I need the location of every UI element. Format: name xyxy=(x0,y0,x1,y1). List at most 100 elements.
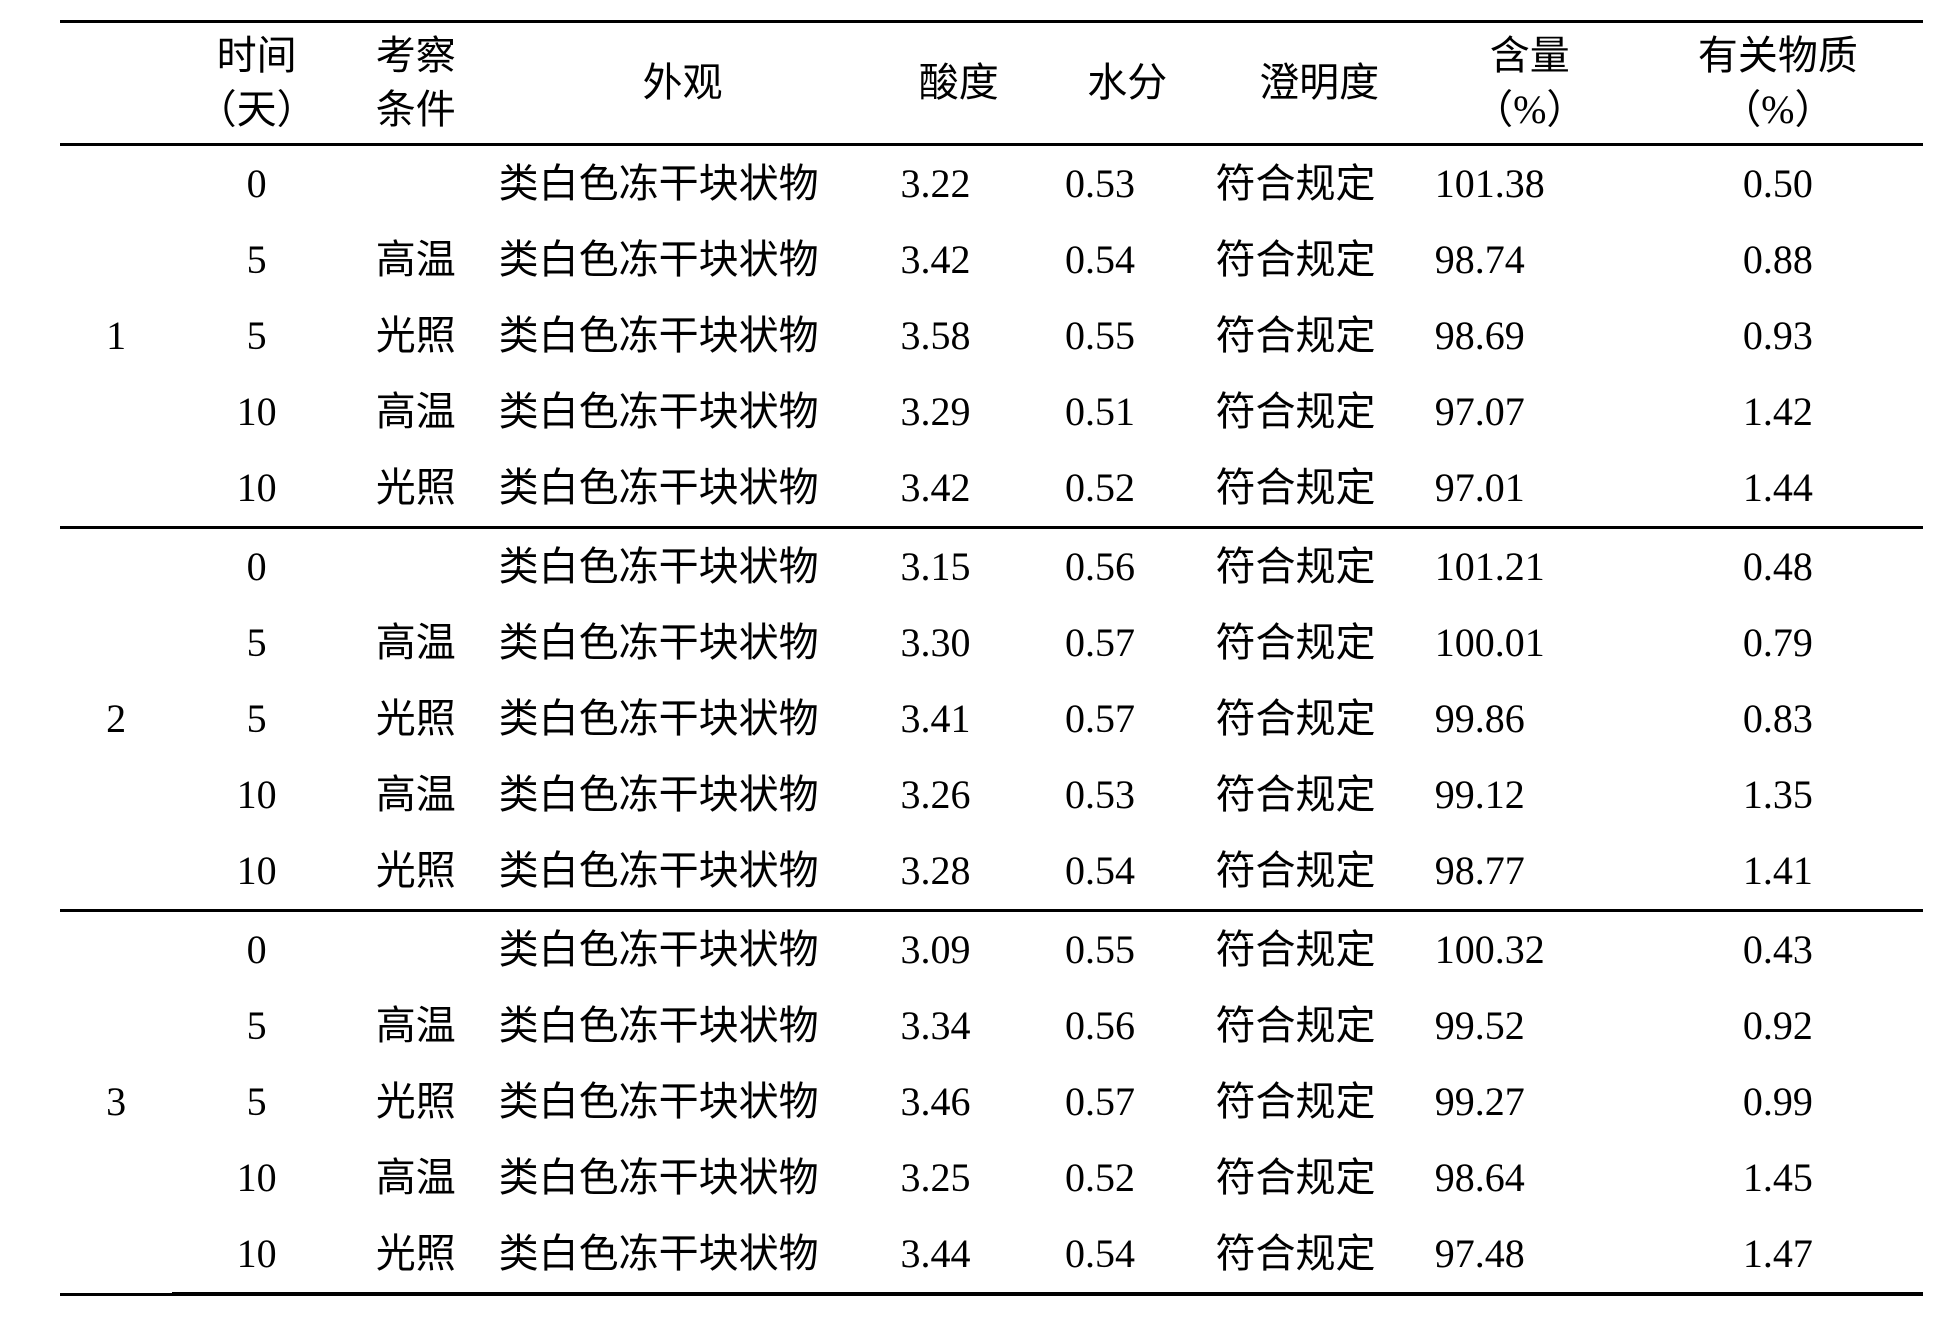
cell-clarity: 符合规定 xyxy=(1211,757,1426,833)
cell-water: 0.55 xyxy=(1043,298,1212,374)
col-header-water: 水分 xyxy=(1043,22,1212,145)
cell-cond: 高温 xyxy=(341,605,491,681)
cell-cond: 高温 xyxy=(341,374,491,450)
cell-acid: 3.26 xyxy=(874,757,1043,833)
cell-content: 98.74 xyxy=(1427,222,1633,298)
cell-water: 0.54 xyxy=(1043,1216,1212,1294)
cell-time: 5 xyxy=(172,298,341,374)
table-row: 5高温类白色冻干块状物3.340.56符合规定99.520.92 xyxy=(60,988,1923,1064)
cell-time: 10 xyxy=(172,374,341,450)
col-header-time-line1: 时间 xyxy=(217,33,297,78)
cell-content: 99.52 xyxy=(1427,988,1633,1064)
cell-water: 0.57 xyxy=(1043,605,1212,681)
col-header-appear: 外观 xyxy=(491,22,875,145)
col-header-content-line1: 含量 xyxy=(1490,33,1570,78)
cell-impur: 1.35 xyxy=(1633,757,1923,833)
cell-content: 97.48 xyxy=(1427,1216,1633,1294)
cell-content: 100.01 xyxy=(1427,605,1633,681)
table-row: 5高温类白色冻干块状物3.420.54符合规定98.740.88 xyxy=(60,222,1923,298)
cell-cond: 光照 xyxy=(341,833,491,911)
cell-acid: 3.42 xyxy=(874,450,1043,528)
cell-appear: 类白色冻干块状物 xyxy=(491,298,875,374)
table-row: 5高温类白色冻干块状物3.300.57符合规定100.010.79 xyxy=(60,605,1923,681)
cell-impur: 0.88 xyxy=(1633,222,1923,298)
table-row: 10高温类白色冻干块状物3.250.52符合规定98.641.45 xyxy=(60,1140,1923,1216)
cell-content: 101.21 xyxy=(1427,528,1633,606)
table-row: 10光照类白色冻干块状物3.420.52符合规定97.011.44 xyxy=(60,450,1923,528)
cell-appear: 类白色冻干块状物 xyxy=(491,681,875,757)
table-row: 5光照类白色冻干块状物3.580.55符合规定98.690.93 xyxy=(60,298,1923,374)
cell-clarity: 符合规定 xyxy=(1211,833,1426,911)
col-header-impur: 有关物质 （%） xyxy=(1633,22,1923,145)
cell-clarity: 符合规定 xyxy=(1211,988,1426,1064)
table-row: 10类白色冻干块状物3.220.53符合规定101.380.50 xyxy=(60,145,1923,223)
cell-impur: 0.48 xyxy=(1633,528,1923,606)
cell-impur: 0.92 xyxy=(1633,988,1923,1064)
cell-acid: 3.42 xyxy=(874,222,1043,298)
cell-appear: 类白色冻干块状物 xyxy=(491,1064,875,1140)
cell-water: 0.57 xyxy=(1043,1064,1212,1140)
col-header-group xyxy=(60,22,172,145)
cell-cond: 光照 xyxy=(341,681,491,757)
cell-acid: 3.25 xyxy=(874,1140,1043,1216)
cell-acid: 3.28 xyxy=(874,833,1043,911)
cell-impur: 0.43 xyxy=(1633,911,1923,989)
cell-content: 97.07 xyxy=(1427,374,1633,450)
cell-content: 98.69 xyxy=(1427,298,1633,374)
cell-cond xyxy=(341,911,491,989)
cell-clarity: 符合规定 xyxy=(1211,1140,1426,1216)
col-header-cond-line2: 条件 xyxy=(376,87,456,132)
cell-appear: 类白色冻干块状物 xyxy=(491,450,875,528)
cell-impur: 0.93 xyxy=(1633,298,1923,374)
cell-content: 99.27 xyxy=(1427,1064,1633,1140)
cell-impur: 0.99 xyxy=(1633,1064,1923,1140)
table-row: 10光照类白色冻干块状物3.280.54符合规定98.771.41 xyxy=(60,833,1923,911)
cell-acid: 3.30 xyxy=(874,605,1043,681)
cell-cond: 光照 xyxy=(341,298,491,374)
cell-content: 101.38 xyxy=(1427,145,1633,223)
cell-water: 0.53 xyxy=(1043,145,1212,223)
table-row: 10光照类白色冻干块状物3.440.54符合规定97.481.47 xyxy=(60,1216,1923,1294)
cell-cond: 高温 xyxy=(341,757,491,833)
table-row: 5光照类白色冻干块状物3.460.57符合规定99.270.99 xyxy=(60,1064,1923,1140)
cell-time: 10 xyxy=(172,1216,341,1294)
cell-water: 0.54 xyxy=(1043,222,1212,298)
table-row: 30类白色冻干块状物3.090.55符合规定100.320.43 xyxy=(60,911,1923,989)
cell-clarity: 符合规定 xyxy=(1211,681,1426,757)
table-header: 时间 （天） 考察 条件 外观 酸度 水分 澄明度 xyxy=(60,22,1923,145)
cell-time: 5 xyxy=(172,222,341,298)
cell-clarity: 符合规定 xyxy=(1211,1064,1426,1140)
cell-appear: 类白色冻干块状物 xyxy=(491,222,875,298)
cell-impur: 1.41 xyxy=(1633,833,1923,911)
cell-impur: 1.44 xyxy=(1633,450,1923,528)
cell-time: 5 xyxy=(172,681,341,757)
col-header-time-line2: （天） xyxy=(197,87,317,132)
cell-time: 5 xyxy=(172,1064,341,1140)
cell-water: 0.53 xyxy=(1043,757,1212,833)
cell-cond: 高温 xyxy=(341,222,491,298)
cell-acid: 3.44 xyxy=(874,1216,1043,1294)
cell-water: 0.55 xyxy=(1043,911,1212,989)
col-header-acid: 酸度 xyxy=(874,22,1043,145)
cell-acid: 3.41 xyxy=(874,681,1043,757)
cell-water: 0.56 xyxy=(1043,528,1212,606)
cell-acid: 3.46 xyxy=(874,1064,1043,1140)
cell-group-id: 2 xyxy=(60,528,172,911)
col-header-content-line2: （%） xyxy=(1473,87,1586,132)
cell-impur: 0.50 xyxy=(1633,145,1923,223)
table-row: 20类白色冻干块状物3.150.56符合规定101.210.48 xyxy=(60,528,1923,606)
table-row: 10高温类白色冻干块状物3.290.51符合规定97.071.42 xyxy=(60,374,1923,450)
cell-impur: 1.42 xyxy=(1633,374,1923,450)
col-header-appear-label: 外观 xyxy=(643,60,723,105)
table-row: 5光照类白色冻干块状物3.410.57符合规定99.860.83 xyxy=(60,681,1923,757)
cell-clarity: 符合规定 xyxy=(1211,528,1426,606)
cell-cond: 高温 xyxy=(341,988,491,1064)
cell-impur: 1.47 xyxy=(1633,1216,1923,1294)
stability-data-table: 时间 （天） 考察 条件 外观 酸度 水分 澄明度 xyxy=(60,20,1923,1296)
cell-water: 0.54 xyxy=(1043,833,1212,911)
col-header-clarity-label: 澄明度 xyxy=(1259,60,1379,105)
cell-time: 5 xyxy=(172,605,341,681)
col-header-clarity: 澄明度 xyxy=(1211,22,1426,145)
cell-content: 98.64 xyxy=(1427,1140,1633,1216)
cell-impur: 0.83 xyxy=(1633,681,1923,757)
